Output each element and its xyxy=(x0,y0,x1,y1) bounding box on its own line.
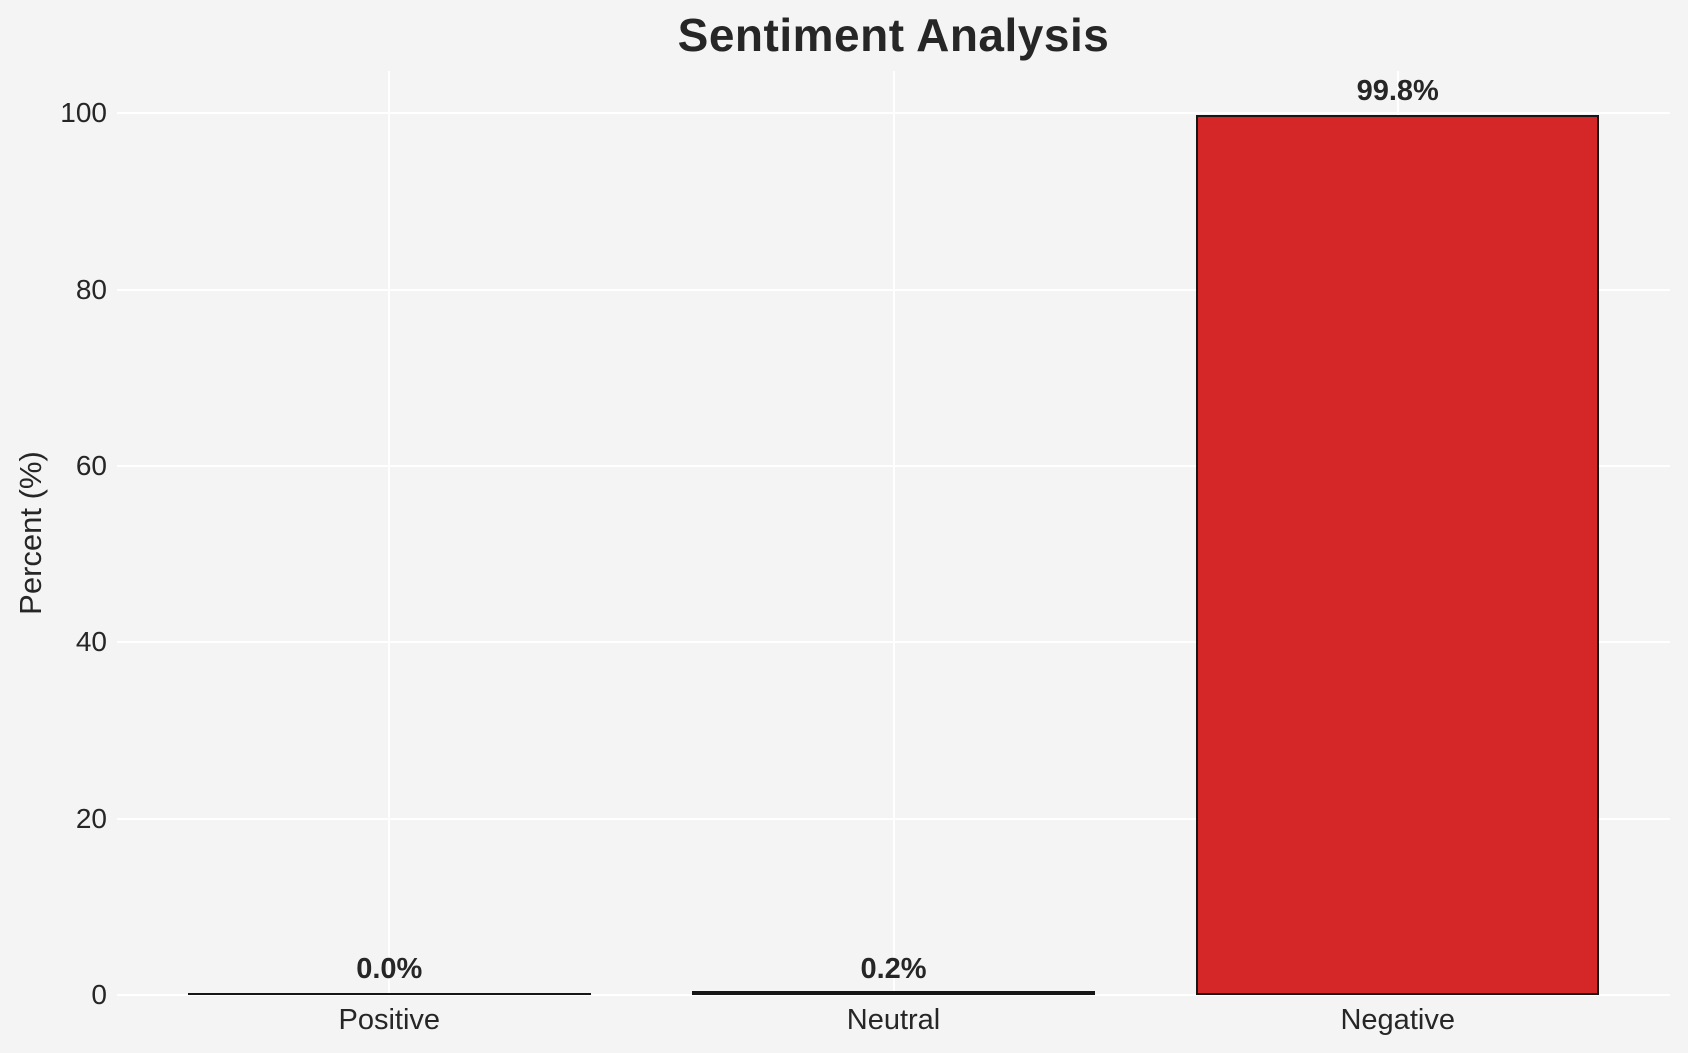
bar-negative xyxy=(1196,115,1600,995)
bar-positive xyxy=(187,993,591,995)
x-tick-label-negative: Negative xyxy=(1340,1004,1455,1036)
plot-area: 0.0% 0.2% 99.8% xyxy=(117,71,1670,996)
gridline-h xyxy=(117,994,1670,996)
y-tick-label: 20 xyxy=(75,802,107,834)
bar-value-label: 99.8% xyxy=(1356,75,1439,108)
y-tick-label: 80 xyxy=(75,273,107,305)
x-tick-label-neutral: Neutral xyxy=(846,1004,941,1036)
chart-title: Sentiment Analysis xyxy=(677,9,1110,61)
x-tick-label-positive: Positive xyxy=(338,1004,441,1036)
bar-value-label: 0.2% xyxy=(860,953,927,985)
gridline-v xyxy=(388,71,391,995)
y-tick-label: 0 xyxy=(91,979,107,1010)
y-tick-label: 100 xyxy=(60,97,107,129)
y-tick-label: 40 xyxy=(75,626,107,658)
bar-neutral xyxy=(691,991,1096,995)
gridline-v xyxy=(892,71,895,995)
bar-value-label: 0.0% xyxy=(356,953,423,985)
y-tick-label: 60 xyxy=(75,449,107,481)
